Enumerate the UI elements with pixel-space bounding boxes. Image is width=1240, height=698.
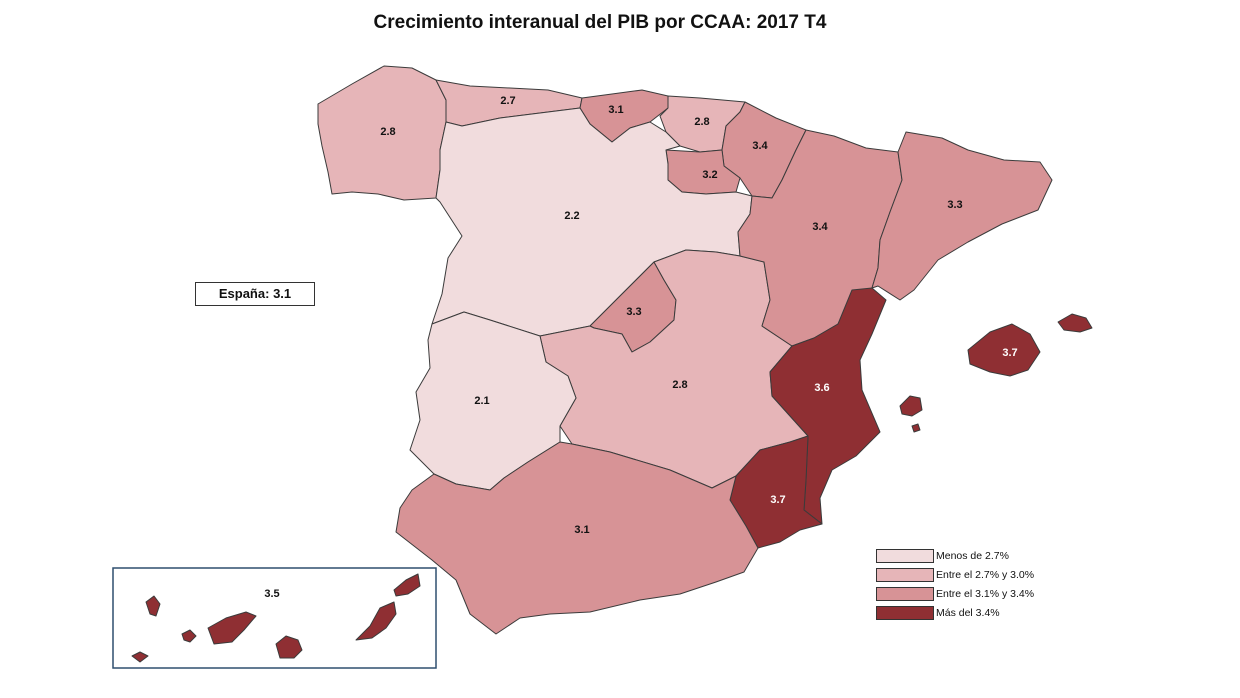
value-asturias: 2.7 <box>500 95 515 107</box>
region-canarias-lapalma[interactable] <box>145 595 161 617</box>
region-baleares-formentera[interactable] <box>911 423 921 433</box>
value-extremadura: 2.1 <box>474 395 489 407</box>
legend-item: Entre el 3.1% y 3.4% <box>876 584 1034 603</box>
value-baleares: 3.7 <box>1002 347 1017 359</box>
map-title: Crecimiento interanual del PIB por CCAA:… <box>373 12 827 33</box>
region-baleares-ibiza[interactable] <box>899 395 923 417</box>
value-navarra: 3.4 <box>752 140 768 152</box>
legend-item: Entre el 2.7% y 3.0% <box>876 565 1034 584</box>
legend-item: Más del 3.4% <box>876 603 1034 622</box>
legend-label: Entre el 2.7% y 3.0% <box>936 568 1035 581</box>
value-castilla-la-mancha: 2.8 <box>672 379 687 391</box>
value-la-rioja: 3.2 <box>702 169 717 181</box>
region-comunidad-valenciana[interactable] <box>769 287 887 525</box>
legend-item: Menos de 2.7% <box>876 546 1034 565</box>
value-cantabria: 3.1 <box>608 104 623 116</box>
value-galicia: 2.8 <box>380 126 395 138</box>
region-cataluna[interactable] <box>871 131 1053 301</box>
region-andalucia[interactable] <box>395 441 759 635</box>
region-canarias-grancanaria[interactable] <box>275 635 303 659</box>
legend-label: Más del 3.4% <box>936 606 1000 619</box>
value-canarias: 3.5 <box>264 588 279 600</box>
national-value: 3.1 <box>273 286 292 301</box>
region-canarias-gomera[interactable] <box>181 629 197 643</box>
region-canarias-tenerife[interactable] <box>207 611 257 645</box>
region-canarias-hierro[interactable] <box>131 651 149 663</box>
legend-label: Menos de 2.7% <box>936 549 1009 562</box>
legend-swatch <box>876 586 934 601</box>
value-castilla-y-leon: 2.2 <box>564 210 579 222</box>
map-legend: Menos de 2.7% Entre el 2.7% y 3.0% Entre… <box>876 546 1034 622</box>
region-canarias-lanzarote[interactable] <box>393 573 421 597</box>
value-pais-vasco: 2.8 <box>694 116 709 128</box>
value-murcia: 3.7 <box>770 494 785 506</box>
national-label: España: <box>218 286 270 301</box>
region-baleares-menorca[interactable] <box>1057 313 1093 333</box>
legend-swatch <box>876 548 934 563</box>
legend-label: Entre el 3.1% y 3.4% <box>936 587 1035 600</box>
value-cataluna: 3.3 <box>947 199 962 211</box>
value-andalucia: 3.1 <box>574 524 589 536</box>
region-canarias-fuerteventura[interactable] <box>355 601 397 641</box>
legend-swatch <box>876 567 934 582</box>
region-baleares[interactable] <box>967 323 1041 377</box>
national-growth-box: España: 3.1 <box>195 282 315 306</box>
value-comunidad-valenciana: 3.6 <box>814 382 829 394</box>
value-aragon: 3.4 <box>812 221 828 233</box>
legend-swatch <box>876 605 934 620</box>
value-madrid: 3.3 <box>626 306 641 318</box>
